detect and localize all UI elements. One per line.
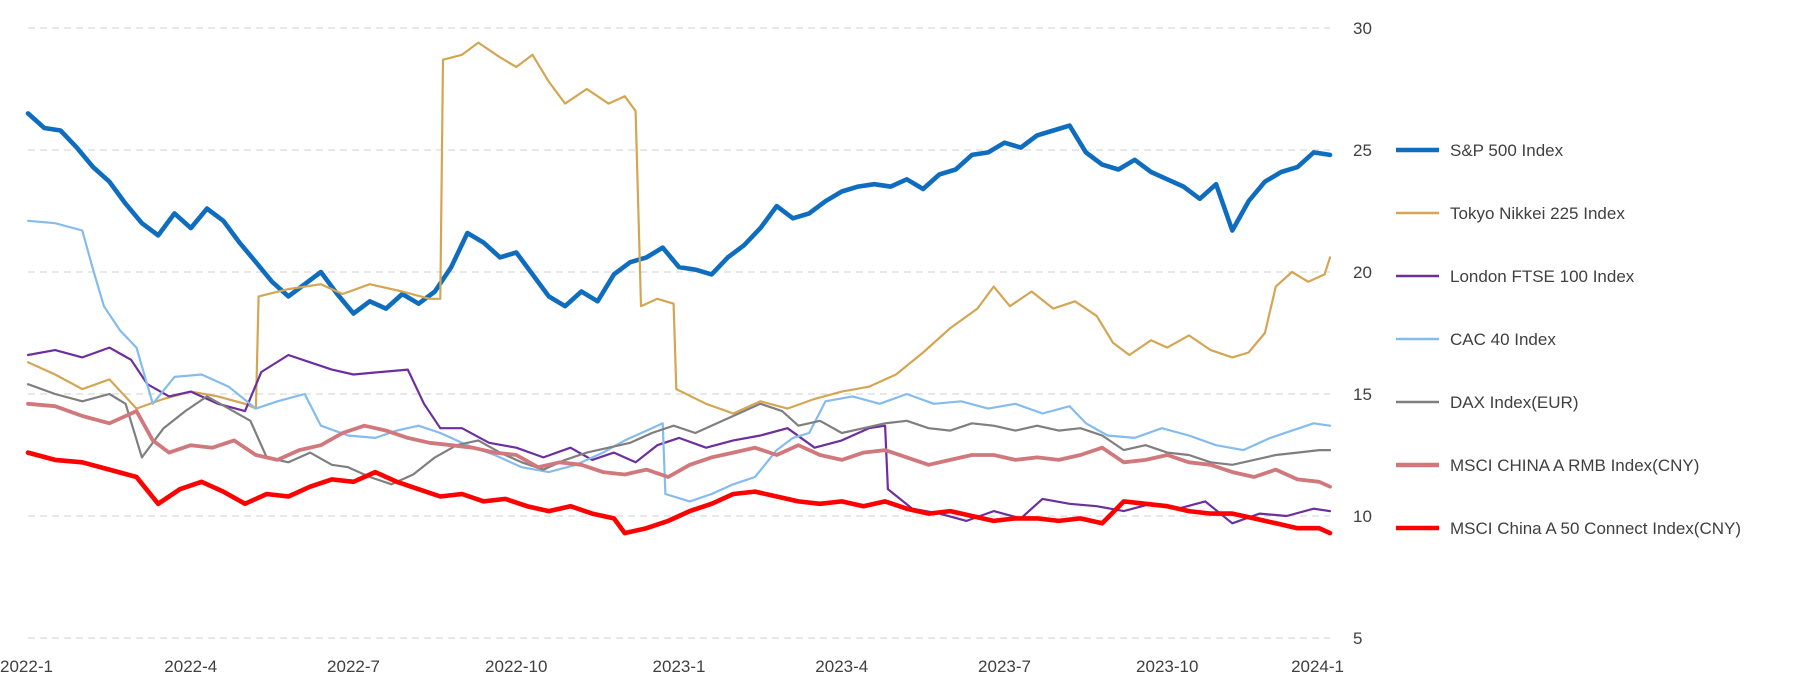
y-axis-tick-labels: 5 10 15 20 25 30: [1353, 19, 1372, 648]
y-tick-label: 20: [1353, 263, 1372, 282]
x-tick-label: 2024-1: [1291, 657, 1344, 676]
x-tick-label: 2023-7: [978, 657, 1031, 676]
series-line-tokyo-nikkei-225-index: [26, 41, 1332, 415]
y-tick-label: 10: [1353, 507, 1372, 526]
legend-label: London FTSE 100 Index: [1450, 267, 1635, 286]
series-line-msci-china-a-rmb-index-cny: [26, 401, 1332, 489]
series-line-msci-china-a-50-connect-index-cny: [25, 450, 1333, 536]
x-axis-tick-labels: 2022-1 2022-4 2022-7 2022-10 2023-1 2023-4 202…: [0, 657, 1344, 676]
y-tick-label: 30: [1353, 19, 1372, 38]
series-line-dax-index-eur: [26, 383, 1332, 486]
y-tick-label: 5: [1353, 629, 1362, 648]
series-lines: [25, 41, 1333, 536]
series-line-s-p-500-index: [25, 111, 1333, 316]
x-tick-label: 2023-10: [1136, 657, 1198, 676]
legend-label: MSCI China A 50 Connect Index(CNY): [1450, 519, 1741, 538]
y-tick-label: 15: [1353, 385, 1372, 404]
legend-label: MSCI CHINA A RMB Index(CNY): [1450, 456, 1699, 475]
gridlines: [28, 27, 1330, 639]
legend-label: DAX Index(EUR): [1450, 393, 1578, 412]
legend-label: Tokyo Nikkei 225 Index: [1450, 204, 1625, 223]
x-tick-label: 2023-4: [815, 657, 868, 676]
x-tick-label: 2022-1: [0, 657, 53, 676]
x-tick-label: 2022-10: [485, 657, 547, 676]
legend-label: S&P 500 Index: [1450, 141, 1564, 160]
series-line-london-ftse-100-index: [26, 346, 1332, 525]
x-tick-label: 2023-1: [653, 657, 706, 676]
y-tick-label: 25: [1353, 141, 1372, 160]
x-tick-label: 2022-4: [164, 657, 217, 676]
series-line-cac-40-index: [26, 219, 1332, 503]
x-tick-label: 2022-7: [327, 657, 380, 676]
legend-label: CAC 40 Index: [1450, 330, 1556, 349]
legend: S&P 500 Index Tokyo Nikkei 225 Index Londo…: [1396, 141, 1741, 538]
